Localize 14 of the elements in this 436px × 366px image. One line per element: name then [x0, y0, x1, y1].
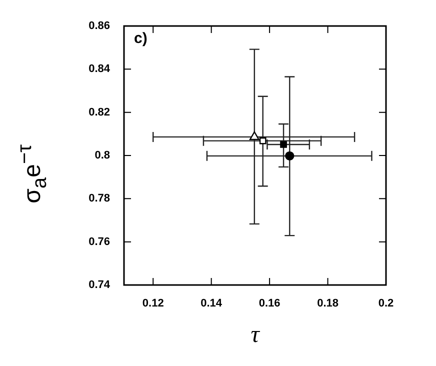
y-tick-label: 0.76 [88, 236, 110, 248]
y-tick-label: 0.86 [88, 20, 110, 32]
x-tick-label: 0.14 [200, 298, 223, 310]
x-tick-label: 0.12 [142, 298, 164, 310]
annotation: c) [134, 30, 148, 47]
x-tick-label: 0.18 [317, 298, 338, 310]
y-tick-label: 0.8 [94, 150, 110, 162]
y-tick-label: 0.84 [88, 63, 111, 76]
y-tick-label: 0.78 [88, 192, 110, 205]
x-tick-label: 0.16 [258, 298, 280, 310]
y-tick-label: 0.82 [88, 106, 110, 118]
x-tick-label: 0.2 [378, 298, 394, 310]
x-axis-title: τ [250, 322, 261, 349]
y-tick-label: 0.74 [88, 279, 111, 292]
